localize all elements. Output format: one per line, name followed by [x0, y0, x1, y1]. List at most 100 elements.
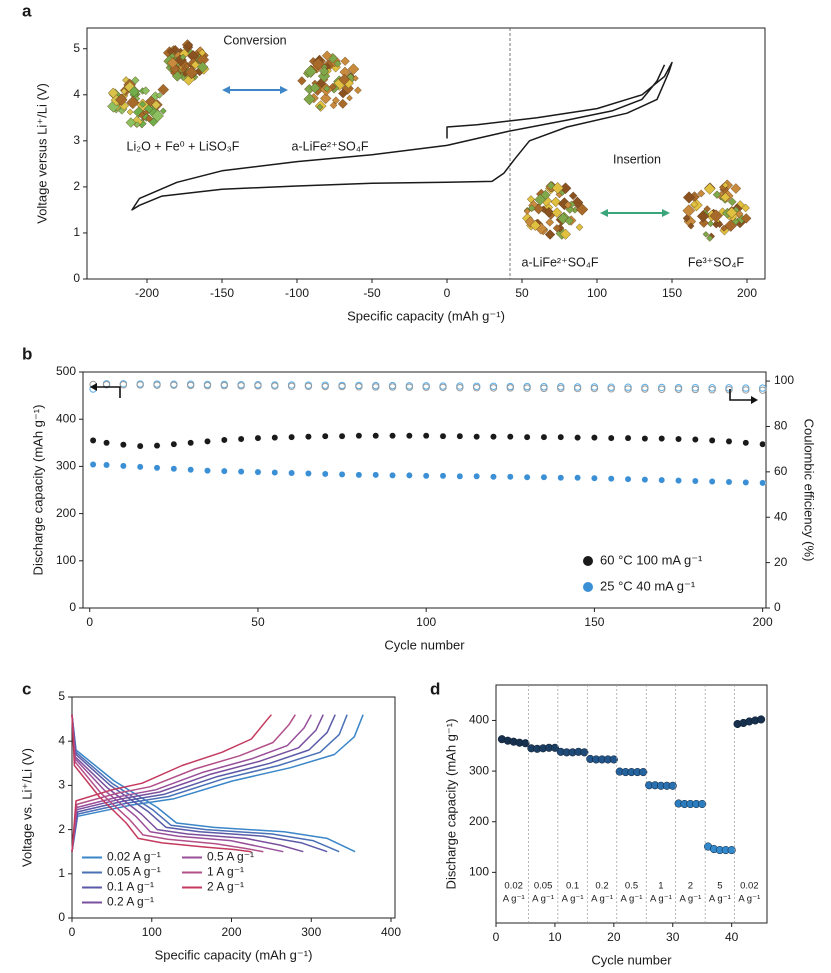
y-tick-label: 4 — [58, 733, 65, 747]
polyhedron — [319, 66, 330, 77]
legend-label: 60 °C 100 mA g⁻¹ — [600, 552, 703, 567]
y-tick-label: 3 — [73, 133, 80, 147]
data-point — [523, 473, 531, 481]
data-point — [372, 432, 380, 440]
polyhedron — [320, 92, 332, 105]
panel-label: a — [22, 1, 32, 20]
data-point — [338, 382, 346, 391]
data-point — [557, 474, 565, 482]
polyhedron — [196, 53, 210, 67]
data-point — [271, 382, 279, 390]
polyhedron — [575, 203, 589, 216]
data-point — [237, 468, 245, 476]
data-point — [422, 383, 430, 391]
polyhedron — [545, 218, 555, 227]
y-axis-title: Voltage versus Li⁺/Li (V) — [34, 83, 49, 224]
data-point — [639, 768, 648, 777]
y2-tick-label: 20 — [774, 555, 788, 569]
discharge-curve — [71, 714, 304, 853]
polyhedron — [560, 228, 572, 240]
polyhedron — [184, 65, 199, 80]
data-point — [89, 461, 97, 468]
polyhedron — [151, 109, 164, 123]
y-tick-label: 5 — [58, 689, 65, 703]
x-tick-label: 40 — [725, 930, 739, 944]
polyhedron — [722, 181, 729, 189]
polyhedron — [340, 56, 350, 66]
data-point — [422, 472, 430, 480]
polyhedron — [533, 203, 544, 215]
data-point — [203, 381, 212, 390]
data-point — [521, 739, 530, 748]
data-point — [708, 436, 716, 444]
axis-arrow — [96, 386, 121, 398]
data-point — [170, 440, 178, 448]
arrow-head — [600, 209, 608, 217]
polyhedron — [190, 60, 200, 70]
data-point — [550, 743, 559, 752]
polyhedron — [720, 192, 731, 203]
x-tick-label: -200 — [135, 286, 159, 300]
polyhedron — [559, 182, 572, 195]
data-point — [624, 475, 632, 483]
plot-frame — [82, 371, 767, 609]
x-tick-label: 100 — [416, 615, 436, 629]
data-point — [321, 382, 329, 391]
x-tick-label: 200 — [221, 925, 241, 939]
data-point — [757, 715, 766, 724]
y-tick-label: 0 — [69, 600, 76, 614]
data-point — [708, 478, 716, 485]
data-point — [691, 385, 700, 394]
data-point — [254, 468, 262, 476]
data-point — [727, 846, 736, 855]
data-point — [473, 472, 481, 480]
arrow-head — [751, 396, 758, 404]
polyhedron — [727, 197, 737, 207]
data-point — [271, 434, 279, 442]
data-point — [204, 437, 211, 445]
polyhedron — [128, 86, 140, 98]
annotation: Insertion — [613, 152, 661, 166]
data-point — [641, 435, 649, 443]
data-point — [338, 432, 346, 440]
polyhedron — [338, 88, 348, 99]
data-point — [389, 471, 396, 479]
x-tick-label: 30 — [666, 930, 680, 944]
x-tick-label: 400 — [381, 925, 401, 939]
polyhedron — [297, 76, 307, 86]
plot-frame — [86, 27, 766, 280]
crystal-illustration — [297, 50, 362, 112]
polyhedron — [702, 231, 710, 238]
polyhedron — [709, 209, 723, 223]
polyhedron — [167, 57, 179, 69]
discharge-curve — [71, 714, 328, 853]
polyhedron — [732, 217, 740, 226]
data-point — [355, 383, 363, 391]
discharge-curve — [71, 714, 356, 853]
polyhedron — [332, 96, 340, 105]
x-tick-label: 50 — [515, 286, 529, 300]
polyhedron — [730, 183, 742, 194]
data-point — [490, 473, 497, 481]
data-point — [271, 469, 279, 476]
polyhedron — [142, 109, 150, 117]
data-point — [523, 433, 531, 441]
annotation: Conversion — [223, 33, 286, 47]
polyhedron — [145, 114, 154, 123]
axis-arrow — [729, 389, 752, 401]
polyhedron — [741, 213, 752, 224]
polyhedron — [184, 40, 194, 50]
data-point — [103, 439, 111, 447]
data-point — [288, 469, 296, 477]
data-point — [674, 385, 683, 393]
x-tick-label: 150 — [662, 286, 682, 300]
data-point — [136, 442, 144, 450]
data-point — [506, 473, 514, 481]
rate-unit: A g⁻¹ — [709, 894, 731, 905]
data-point — [102, 381, 111, 389]
x-tick-label: 50 — [251, 615, 265, 629]
arrow-head — [280, 86, 288, 94]
data-point — [557, 384, 565, 393]
x-axis-title: Specific capacity (mAh g⁻¹) — [347, 308, 505, 323]
rate-unit: A g⁻¹ — [738, 894, 760, 905]
